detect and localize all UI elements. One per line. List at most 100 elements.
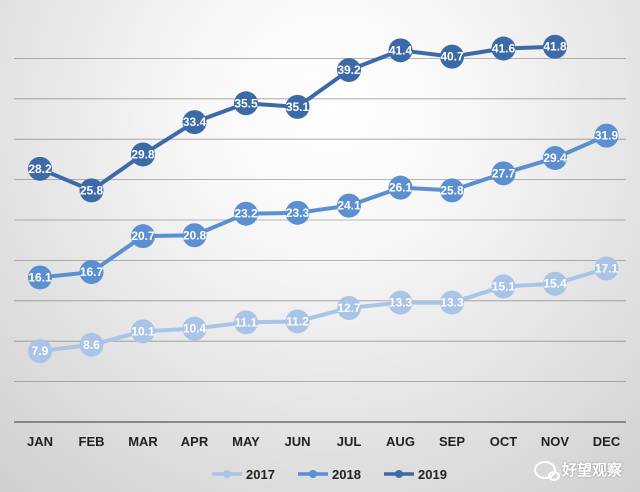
legend-label-2018: 2018 — [332, 467, 361, 482]
data-point-2018 — [491, 161, 516, 186]
data-point-2018 — [28, 265, 52, 290]
data-point-2017 — [543, 271, 567, 296]
data-label: 26.1 — [389, 181, 413, 195]
x-tick-label: OCT — [490, 434, 518, 449]
data-point-2017 — [182, 316, 207, 341]
data-point-2018 — [285, 200, 310, 225]
data-point-2017 — [491, 274, 516, 299]
gridlines — [14, 58, 626, 423]
data-point-2018 — [131, 224, 155, 249]
x-tick-label: SEP — [439, 434, 465, 449]
data-label: 29.8 — [131, 147, 155, 161]
data-label: 11.2 — [286, 314, 309, 328]
data-point-2019 — [337, 58, 361, 83]
data-point-2017 — [131, 319, 155, 344]
legend-label-2019: 2019 — [418, 467, 447, 482]
x-tick-label: JUN — [284, 434, 310, 449]
data-label: 13.3 — [389, 296, 413, 310]
x-tick-label: FEB — [79, 434, 105, 449]
data-point-2018 — [337, 193, 361, 218]
data-label: 20.7 — [131, 229, 155, 243]
chat-bubble-icon — [533, 460, 560, 481]
data-label: 8.6 — [83, 338, 100, 352]
data-label: 35.1 — [286, 100, 310, 114]
data-point-2017 — [440, 290, 464, 315]
data-point-2019 — [131, 142, 155, 167]
data-label: 41.4 — [389, 43, 413, 57]
data-point-2019 — [79, 178, 104, 203]
data-label: 41.6 — [492, 42, 516, 56]
data-point-2017 — [285, 309, 310, 334]
x-tick-label: DEC — [593, 434, 621, 449]
data-label: 15.1 — [492, 279, 516, 293]
data-point-2018 — [234, 201, 258, 226]
data-label: 25.8 — [80, 183, 104, 197]
data-label: 12.7 — [337, 301, 361, 315]
x-tick-label: JAN — [27, 434, 53, 449]
data-point-2017 — [337, 295, 361, 320]
series-lines — [38, 44, 609, 354]
data-point-2017 — [388, 290, 413, 315]
data-label: 23.2 — [234, 207, 258, 221]
data-label: 29.4 — [543, 151, 567, 165]
data-point-2018 — [388, 175, 413, 200]
data-point-2018 — [594, 123, 619, 148]
series-line-2017 — [38, 266, 609, 354]
series-line-2018 — [38, 133, 609, 280]
data-point-2018 — [182, 223, 207, 248]
data-label: 41.8 — [543, 40, 567, 54]
x-tick-label: JUL — [337, 434, 362, 449]
legend-marker-2017 — [223, 470, 231, 478]
data-point-2019 — [388, 38, 413, 63]
legend: 2017 2018 2019 — [212, 467, 447, 482]
data-point-2017 — [79, 332, 104, 357]
data-label: 16.7 — [80, 265, 104, 279]
data-label: 27.7 — [492, 166, 516, 180]
data-label: 24.1 — [337, 199, 361, 213]
data-label: 17.1 — [595, 261, 619, 275]
data-label: 39.2 — [337, 63, 361, 77]
data-label: 23.3 — [286, 206, 310, 220]
data-point-2017 — [594, 256, 619, 281]
data-point-2018 — [440, 178, 464, 203]
legend-marker-2019 — [395, 470, 403, 478]
data-point-2019 — [543, 34, 567, 59]
data-label: 13.3 — [440, 296, 464, 310]
watermark: 好望观察 — [533, 459, 622, 481]
data-point-2019 — [234, 91, 258, 116]
data-point-2019 — [285, 94, 310, 119]
data-point-2017 — [234, 310, 258, 335]
legend-marker-2018 — [309, 470, 317, 478]
data-point-2017 — [28, 339, 52, 364]
x-tick-label: APR — [181, 434, 209, 449]
x-tick-label: MAR — [128, 434, 158, 449]
x-axis: JAN FEB MAR APR MAY JUN JUL AUG SEP OCT NOV DEC — [27, 434, 621, 449]
data-label: 10.4 — [183, 322, 207, 336]
data-label: 11.1 — [235, 315, 258, 329]
data-label: 15.4 — [543, 277, 567, 291]
data-point-2019 — [491, 36, 516, 61]
data-label: 28.2 — [28, 162, 52, 176]
data-label: 25.8 — [440, 183, 464, 197]
x-tick-label: MAY — [232, 434, 260, 449]
legend-label-2017: 2017 — [246, 467, 275, 482]
data-label: 33.4 — [183, 115, 207, 129]
data-point-2018 — [543, 146, 567, 171]
x-tick-label: AUG — [386, 434, 415, 449]
data-labels: 7.9 8.6 10.1 10.4 11.1 11.2 12.7 13.3 13.3 15.1 15… — [28, 34, 619, 364]
data-point-2019 — [182, 110, 207, 135]
data-label: 40.7 — [440, 50, 464, 64]
watermark-text: 好望观察 — [561, 462, 622, 479]
data-point-2018 — [79, 260, 104, 285]
data-label: 31.9 — [595, 129, 619, 143]
data-point-2019 — [440, 44, 464, 69]
data-label: 10.1 — [131, 324, 155, 338]
x-tick-label: NOV — [541, 434, 570, 449]
data-label: 35.5 — [234, 96, 258, 110]
data-point-2019 — [28, 156, 52, 181]
data-label: 16.1 — [28, 270, 52, 284]
data-label: 20.8 — [183, 228, 207, 242]
data-label: 7.9 — [32, 344, 49, 358]
